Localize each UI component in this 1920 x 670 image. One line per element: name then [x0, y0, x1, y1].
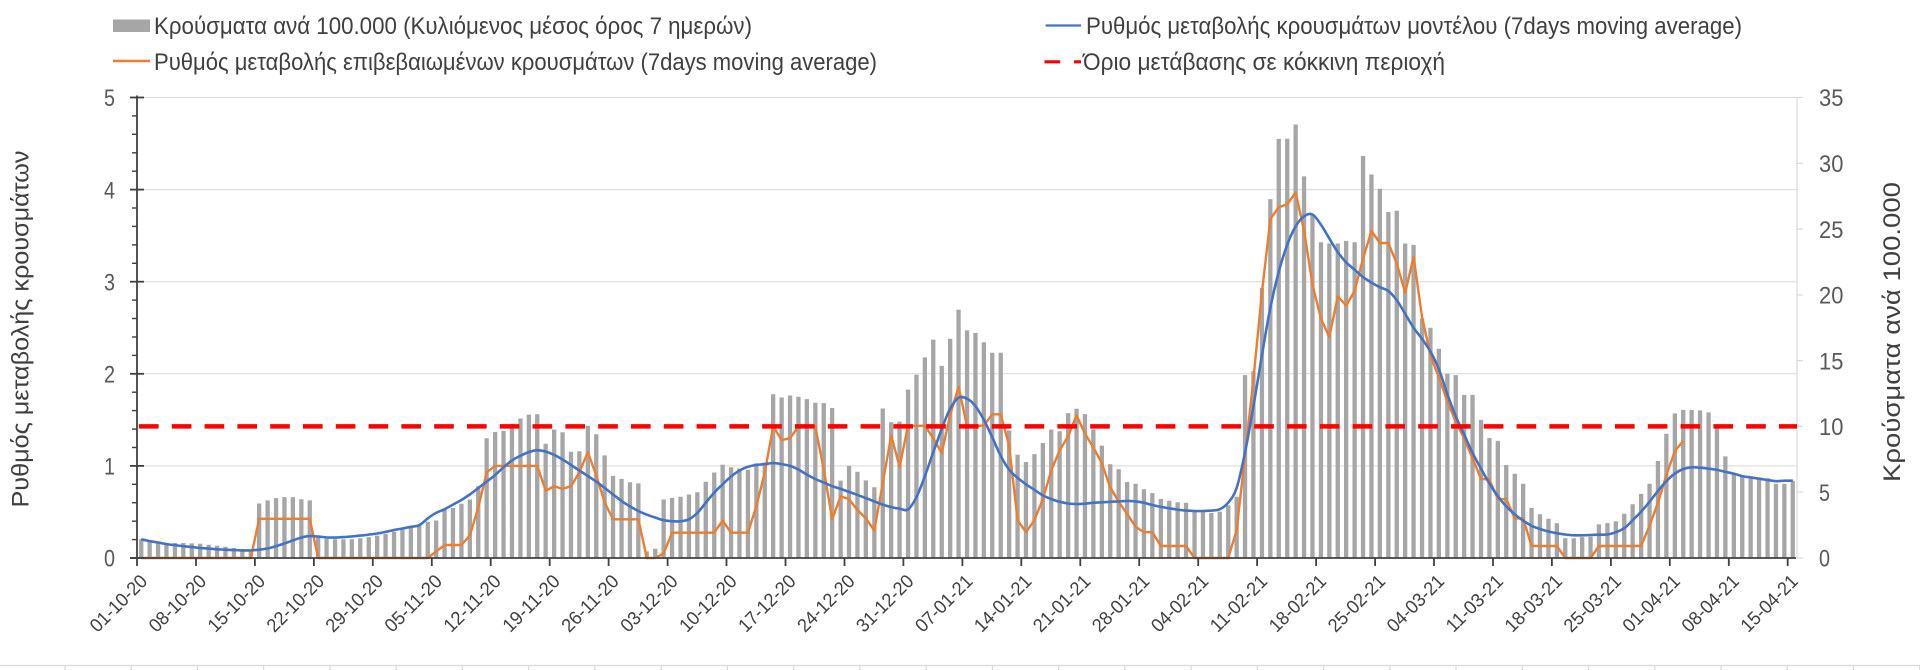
svg-text:0: 0 — [104, 546, 115, 573]
svg-text:30: 30 — [1819, 151, 1843, 178]
svg-text:5: 5 — [1819, 480, 1830, 507]
svg-text:35: 35 — [1819, 85, 1843, 112]
svg-text:25: 25 — [1819, 217, 1843, 244]
svg-text:Ρυθμός μεταβολής κρουσμάτων μο: Ρυθμός μεταβολής κρουσμάτων μοντέλου (7d… — [1086, 13, 1742, 40]
svg-text:Ρυθμός μεταβολής επιβεβαιωμένω: Ρυθμός μεταβολής επιβεβαιωμένων κρουσμάτ… — [154, 49, 877, 76]
svg-text:4: 4 — [104, 177, 115, 204]
svg-text:5: 5 — [104, 85, 115, 112]
svg-text:1: 1 — [104, 454, 115, 481]
svg-text:20: 20 — [1819, 283, 1843, 310]
svg-text:0: 0 — [1819, 546, 1830, 573]
svg-text:15: 15 — [1819, 348, 1843, 375]
svg-text:10: 10 — [1819, 414, 1843, 441]
svg-text:Κρούσματα ανά 100.000: Κρούσματα ανά 100.000 — [1879, 182, 1906, 482]
svg-text:3: 3 — [104, 269, 115, 296]
svg-text:Ρυθμός μεταβολής κρουσμάτων: Ρυθμός μεταβολής κρουσμάτων — [8, 151, 35, 508]
svg-text:Όριο μετάβασης σε κόκκινη περι: Όριο μετάβασης σε κόκκινη περιοχή — [1082, 49, 1445, 76]
svg-text:Κρούσματα ανά 100.000 (Κυλιόμε: Κρούσματα ανά 100.000 (Κυλιόμενος μέσος … — [154, 13, 752, 40]
svg-text:2: 2 — [104, 362, 115, 389]
